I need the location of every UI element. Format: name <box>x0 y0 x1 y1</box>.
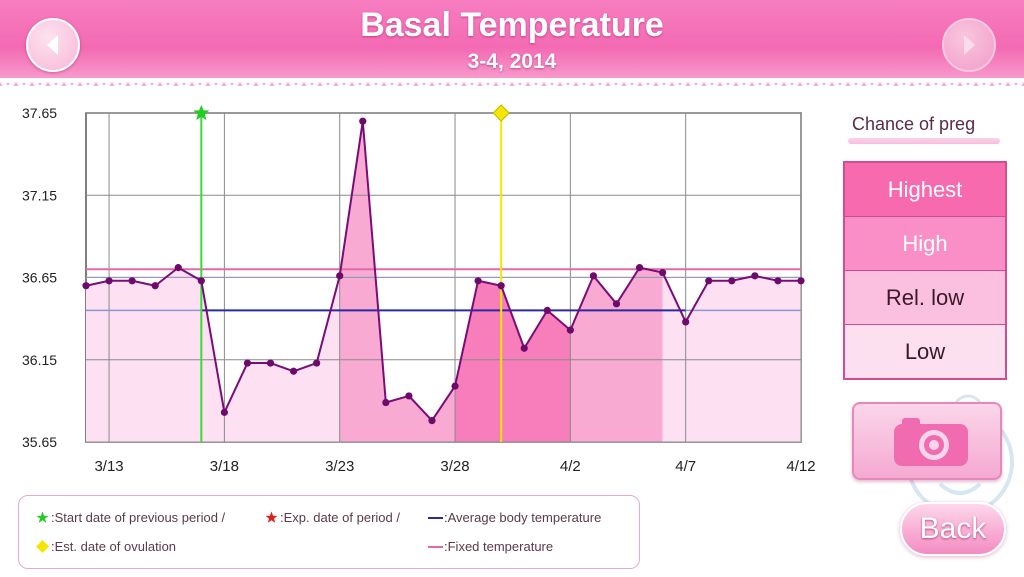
header-bar: Basal Temperature 3-4, 2014 <box>0 0 1024 90</box>
temperature-point <box>705 277 713 285</box>
temperature-point <box>174 264 182 272</box>
camera-icon <box>894 418 968 466</box>
x-tick-label: 3/13 <box>94 458 123 475</box>
left-arrow-icon <box>47 35 58 55</box>
temperature-point <box>197 277 205 285</box>
ovulation-diamond <box>492 104 510 122</box>
temperature-point <box>682 318 690 326</box>
previous-month-button[interactable] <box>26 18 80 72</box>
temperature-point <box>405 392 413 400</box>
temperature-point <box>751 272 759 280</box>
temperature-point <box>635 264 644 272</box>
temperature-point <box>105 277 113 285</box>
legend-ovulation: :Est. date of ovulation <box>51 539 177 554</box>
temperature-point <box>220 408 228 416</box>
temperature-point <box>151 282 159 290</box>
avg-line-icon <box>428 517 443 519</box>
y-tick-label: 36.15 <box>22 352 57 368</box>
chance-highest: Highest <box>845 163 1005 216</box>
temperature-point <box>336 272 344 280</box>
legend-start-period: :Start date of previous period / <box>51 510 226 525</box>
y-tick-label: 37.15 <box>22 187 57 203</box>
right-arrow-icon <box>964 35 975 55</box>
chance-high: High <box>845 216 1005 270</box>
temperature-point <box>474 277 482 285</box>
temperature-point <box>243 359 252 367</box>
legend-exp-period: :Exp. date of period / <box>280 510 400 525</box>
page-title: Basal Temperature <box>360 6 664 44</box>
temperature-point <box>728 277 736 285</box>
temperature-point <box>313 359 321 367</box>
temperature-point <box>382 398 390 407</box>
basal-temperature-chart: 37.65 37.15 36.65 36.15 35.65 3/13 3/18 3/23 3/2… <box>22 104 816 475</box>
start-period-star <box>193 105 210 120</box>
temperature-point <box>451 382 459 390</box>
chance-rel-low: Rel. low <box>845 270 1005 324</box>
x-tick-label: 4/7 <box>675 458 696 475</box>
lace-border <box>0 78 1024 90</box>
chance-of-preg-table: Highest High Rel. low Low <box>843 161 1007 380</box>
temperature-point <box>428 417 436 425</box>
legend-avg-temp: :Average body temperature <box>444 510 602 525</box>
back-button[interactable]: Back <box>900 502 1006 556</box>
temperature-point <box>497 282 505 290</box>
temperature-point <box>612 300 621 308</box>
page-subtitle: 3-4, 2014 <box>467 50 557 73</box>
chart-legend: :Start date of previous period / :Exp. d… <box>18 495 640 569</box>
red-star-icon <box>265 511 278 523</box>
x-tick-label: 4/2 <box>560 458 581 475</box>
next-month-button[interactable] <box>942 18 996 72</box>
temperature-point <box>566 326 574 334</box>
temperature-point <box>82 282 90 290</box>
y-tick-label: 35.65 <box>22 434 57 450</box>
temperature-point <box>543 306 551 314</box>
temperature-point <box>589 272 598 280</box>
x-tick-label: 3/18 <box>210 458 239 475</box>
green-star-icon <box>36 511 49 523</box>
x-tick-label: 3/28 <box>440 458 469 475</box>
chance-title-underline <box>848 138 1000 144</box>
temperature-point <box>659 268 667 277</box>
temperature-point <box>289 367 298 375</box>
y-tick-label: 37.65 <box>22 105 57 121</box>
chance-of-preg-title: Chance of preg <box>852 114 976 134</box>
x-tick-label: 3/23 <box>325 458 354 475</box>
temperature-point <box>359 117 367 125</box>
temperature-point <box>774 277 782 285</box>
x-tick-label: 4/12 <box>786 458 815 475</box>
temperature-point <box>797 277 805 285</box>
temperature-point <box>266 359 275 367</box>
camera-button[interactable] <box>852 402 1002 480</box>
fixed-line-icon <box>428 546 443 548</box>
temperature-line <box>85 120 801 422</box>
chance-low: Low <box>845 324 1005 378</box>
temperature-point <box>128 277 136 285</box>
y-tick-label: 36.65 <box>22 270 57 286</box>
legend-fixed-temp: :Fixed temperature <box>444 539 554 554</box>
temperature-point <box>520 344 528 352</box>
yellow-diamond-icon <box>36 540 49 553</box>
